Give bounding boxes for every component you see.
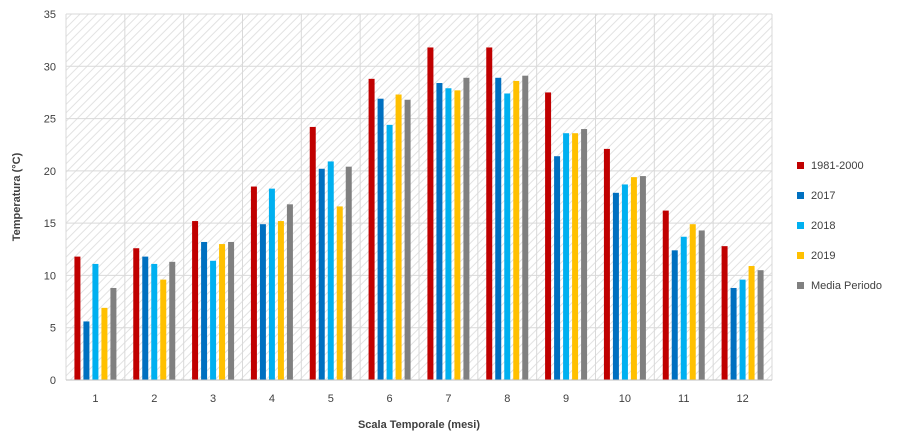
- bar-1981-2000-12: [721, 246, 728, 380]
- bar-2018-1: [92, 263, 99, 380]
- bar-media-periodo-7: [463, 77, 470, 380]
- bar-2018-4: [268, 188, 275, 380]
- bar-2018-9: [563, 133, 570, 380]
- x-axis-title: Scala Temporale (mesi): [358, 419, 480, 431]
- legend-swatch: [797, 252, 804, 259]
- x-tick-label: 12: [736, 393, 748, 405]
- legend-swatch: [797, 162, 804, 169]
- bar-2018-3: [210, 260, 217, 380]
- bar-media-periodo-2: [169, 261, 176, 380]
- legend-label: Media Periodo: [811, 280, 882, 292]
- x-tick-label: 10: [619, 393, 631, 405]
- bar-2017-10: [612, 192, 619, 380]
- bar-1981-2000-3: [192, 221, 199, 380]
- bar-2018-5: [327, 161, 334, 380]
- legend-swatch: [797, 192, 804, 199]
- x-tick-label: 2: [151, 393, 157, 405]
- x-tick-label: 7: [445, 393, 451, 405]
- legend-label: 2018: [811, 220, 835, 232]
- bar-2018-10: [621, 184, 628, 380]
- bar-media-periodo-6: [404, 99, 411, 381]
- bar-2019-9: [572, 133, 579, 380]
- bar-2017-6: [377, 98, 384, 381]
- bar-2017-7: [436, 83, 443, 380]
- bar-2019-10: [630, 177, 637, 380]
- bar-2017-4: [259, 224, 266, 380]
- bar-2019-6: [395, 94, 402, 381]
- y-tick-label: 35: [44, 9, 56, 21]
- bar-media-periodo-3: [228, 241, 235, 380]
- x-tick-label: 3: [210, 393, 216, 405]
- bar-2019-4: [277, 221, 284, 380]
- bar-2018-12: [739, 279, 746, 380]
- y-tick-label: 5: [50, 323, 56, 335]
- bar-2017-11: [671, 250, 678, 380]
- y-tick-label: 30: [44, 61, 56, 73]
- bar-1981-2000-5: [309, 126, 316, 381]
- y-tick-label: 0: [50, 375, 56, 387]
- bar-2018-7: [445, 88, 452, 380]
- bar-2019-5: [336, 206, 343, 380]
- bar-media-periodo-5: [345, 166, 352, 380]
- legend-swatch: [797, 282, 804, 289]
- bar-media-periodo-9: [581, 129, 588, 380]
- x-tick-label: 4: [269, 393, 275, 405]
- y-tick-label: 15: [44, 218, 56, 230]
- y-tick-label: 20: [44, 166, 56, 178]
- legend-label: 1981-2000: [811, 160, 864, 172]
- bar-1981-2000-8: [486, 47, 493, 380]
- bar-2019-3: [219, 244, 226, 380]
- bar-2017-8: [495, 77, 502, 380]
- bar-2019-11: [689, 224, 696, 380]
- bar-1981-2000-10: [603, 148, 610, 380]
- legend-swatch: [797, 222, 804, 229]
- x-tick-label: 1: [92, 393, 98, 405]
- bar-2019-7: [454, 90, 461, 380]
- bar-1981-2000-7: [427, 47, 434, 380]
- bar-2018-2: [151, 263, 158, 380]
- legend: 1981-2000 2017 2018 2019 Media Periodo: [797, 160, 882, 292]
- bar-2019-2: [160, 279, 167, 380]
- bar-1981-2000-11: [662, 210, 669, 380]
- bar-media-periodo-4: [286, 204, 293, 380]
- x-tick-label: 11: [678, 393, 689, 405]
- legend-label: 2017: [811, 190, 835, 202]
- y-tick-label: 25: [44, 114, 56, 126]
- x-tick-label: 6: [387, 393, 393, 405]
- bar-2017-12: [730, 287, 737, 380]
- bar-2019-1: [101, 307, 108, 380]
- x-tick-label: 5: [328, 393, 334, 405]
- bars: [74, 47, 764, 381]
- x-tick-label: 9: [563, 393, 569, 405]
- bar-1981-2000-4: [250, 186, 257, 380]
- bar-1981-2000-6: [368, 78, 375, 380]
- x-tick-label: 8: [504, 393, 510, 405]
- y-axis-title: Temperatura (°C): [11, 152, 23, 241]
- gridlines: [65, 13, 773, 381]
- bar-2017-9: [554, 156, 561, 380]
- bar-media-periodo-12: [757, 270, 764, 380]
- bar-2017-3: [201, 241, 208, 380]
- bar-2017-5: [318, 168, 325, 380]
- bar-2017-2: [142, 256, 149, 380]
- bar-1981-2000-2: [133, 248, 140, 380]
- bar-media-periodo-11: [698, 230, 705, 380]
- bar-media-periodo-1: [110, 287, 117, 380]
- bar-1981-2000-1: [74, 256, 81, 380]
- bar-2017-1: [83, 321, 90, 380]
- bar-media-periodo-8: [522, 75, 529, 380]
- bar-2019-8: [513, 80, 520, 380]
- bar-2018-8: [504, 93, 511, 380]
- bar-2018-11: [680, 236, 687, 380]
- y-tick-label: 10: [44, 270, 56, 282]
- legend-label: 2019: [811, 250, 835, 262]
- bar-2018-6: [386, 124, 393, 381]
- bar-media-periodo-10: [639, 176, 646, 380]
- bar-1981-2000-9: [545, 92, 552, 380]
- bar-2019-12: [748, 266, 755, 380]
